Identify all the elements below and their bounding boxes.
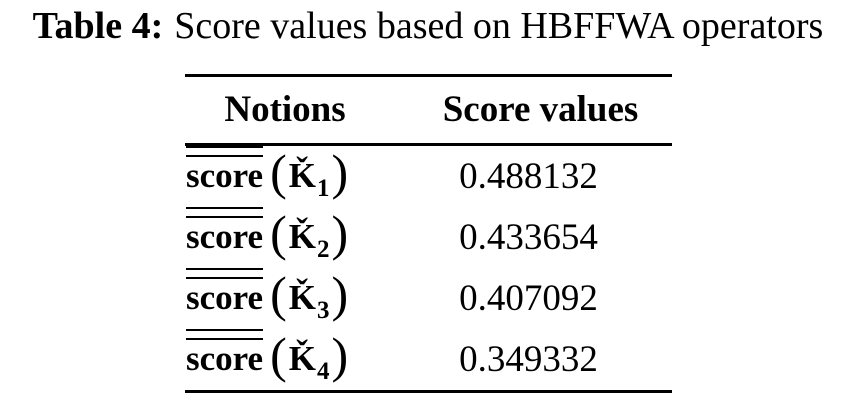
- score-value: 0.433654: [459, 217, 598, 258]
- table-row: score (Ǩ1) 0.488132: [185, 146, 672, 207]
- open-paren: (: [270, 205, 287, 261]
- double-overline: score: [186, 207, 264, 276]
- symbol-subscript: 4: [316, 358, 330, 385]
- close-paren: ): [331, 144, 349, 200]
- symbol-subscript: 2: [316, 236, 330, 263]
- table-row: score (Ǩ3) 0.407092: [185, 268, 672, 329]
- open-paren: (: [270, 144, 287, 200]
- score-value: 0.407092: [459, 278, 598, 319]
- notion-cell: score (Ǩ4): [185, 329, 385, 398]
- double-overline: score: [186, 146, 264, 215]
- close-paren: ): [331, 205, 349, 261]
- notion-cell: score (Ǩ2): [185, 207, 385, 276]
- table-caption: Table 4: Score values based on HBFFWA ope…: [0, 0, 856, 52]
- close-paren: ): [331, 327, 349, 383]
- notion-cell: score (Ǩ1): [185, 146, 385, 215]
- symbol-subscript: 1: [316, 175, 330, 202]
- table-top-rule: [185, 74, 672, 77]
- open-paren: (: [270, 266, 287, 322]
- score-value: 0.349332: [459, 339, 598, 380]
- open-paren: (: [270, 327, 287, 383]
- score-value: 0.488132: [459, 156, 598, 197]
- table-caption-label: Table 4:: [32, 5, 164, 47]
- header-notions: Notions: [224, 89, 346, 130]
- notion-cell: score (Ǩ3): [185, 268, 385, 337]
- score-function-name: score: [186, 277, 264, 317]
- table-bottom-rule: [185, 390, 672, 393]
- table-row: score (Ǩ4) 0.349332: [185, 329, 672, 390]
- score-function-name: score: [186, 155, 264, 195]
- symbol-subscript: 3: [316, 297, 330, 324]
- symbol-letter: Ǩ: [288, 278, 316, 317]
- table-header-rule: [185, 143, 672, 146]
- double-overline: score: [186, 329, 264, 398]
- header-score-values: Score values: [442, 89, 639, 130]
- table-row: score (Ǩ2) 0.433654: [185, 207, 672, 268]
- symbol-letter: Ǩ: [288, 339, 316, 378]
- symbol-letter: Ǩ: [288, 156, 316, 195]
- table-caption-text: Score values based on HBFFWA operators: [174, 5, 824, 47]
- close-paren: ): [331, 266, 349, 322]
- score-values-table: Notions Score values score (Ǩ1) 0.488132 …: [185, 74, 672, 393]
- table-header-row: Notions Score values: [185, 77, 672, 143]
- double-overline: score: [186, 268, 264, 337]
- score-function-name: score: [186, 338, 264, 378]
- symbol-letter: Ǩ: [288, 217, 316, 256]
- score-function-name: score: [186, 216, 264, 256]
